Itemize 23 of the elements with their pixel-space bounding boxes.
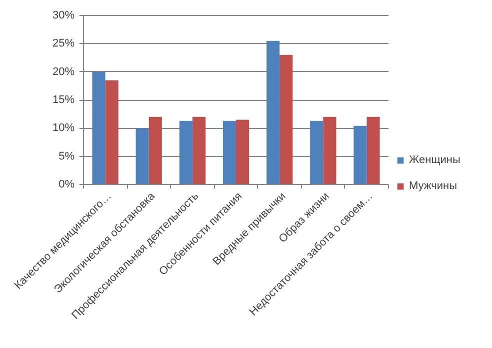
y-tick-label: 25% — [52, 38, 75, 50]
bar — [222, 120, 236, 184]
bar — [310, 120, 324, 184]
y-tick-label: 20% — [52, 66, 75, 78]
y-tick-label: 0% — [58, 178, 75, 190]
y-tick-label: 15% — [52, 94, 75, 106]
bar — [148, 116, 162, 184]
y-tick-label: 30% — [52, 10, 75, 22]
bar — [366, 116, 380, 184]
bar — [280, 54, 293, 184]
legend-label: Женщины — [409, 154, 460, 166]
bar — [92, 72, 106, 184]
bar — [354, 126, 367, 184]
bar — [236, 120, 250, 184]
y-tick-label: 10% — [52, 122, 75, 134]
bar — [323, 116, 336, 184]
bar — [192, 116, 206, 184]
bar — [136, 128, 149, 184]
y-tick-label: 5% — [58, 150, 75, 162]
legend-label: Мужчины — [409, 180, 458, 192]
bar — [105, 80, 118, 184]
bar — [179, 120, 192, 184]
bar — [266, 40, 280, 184]
